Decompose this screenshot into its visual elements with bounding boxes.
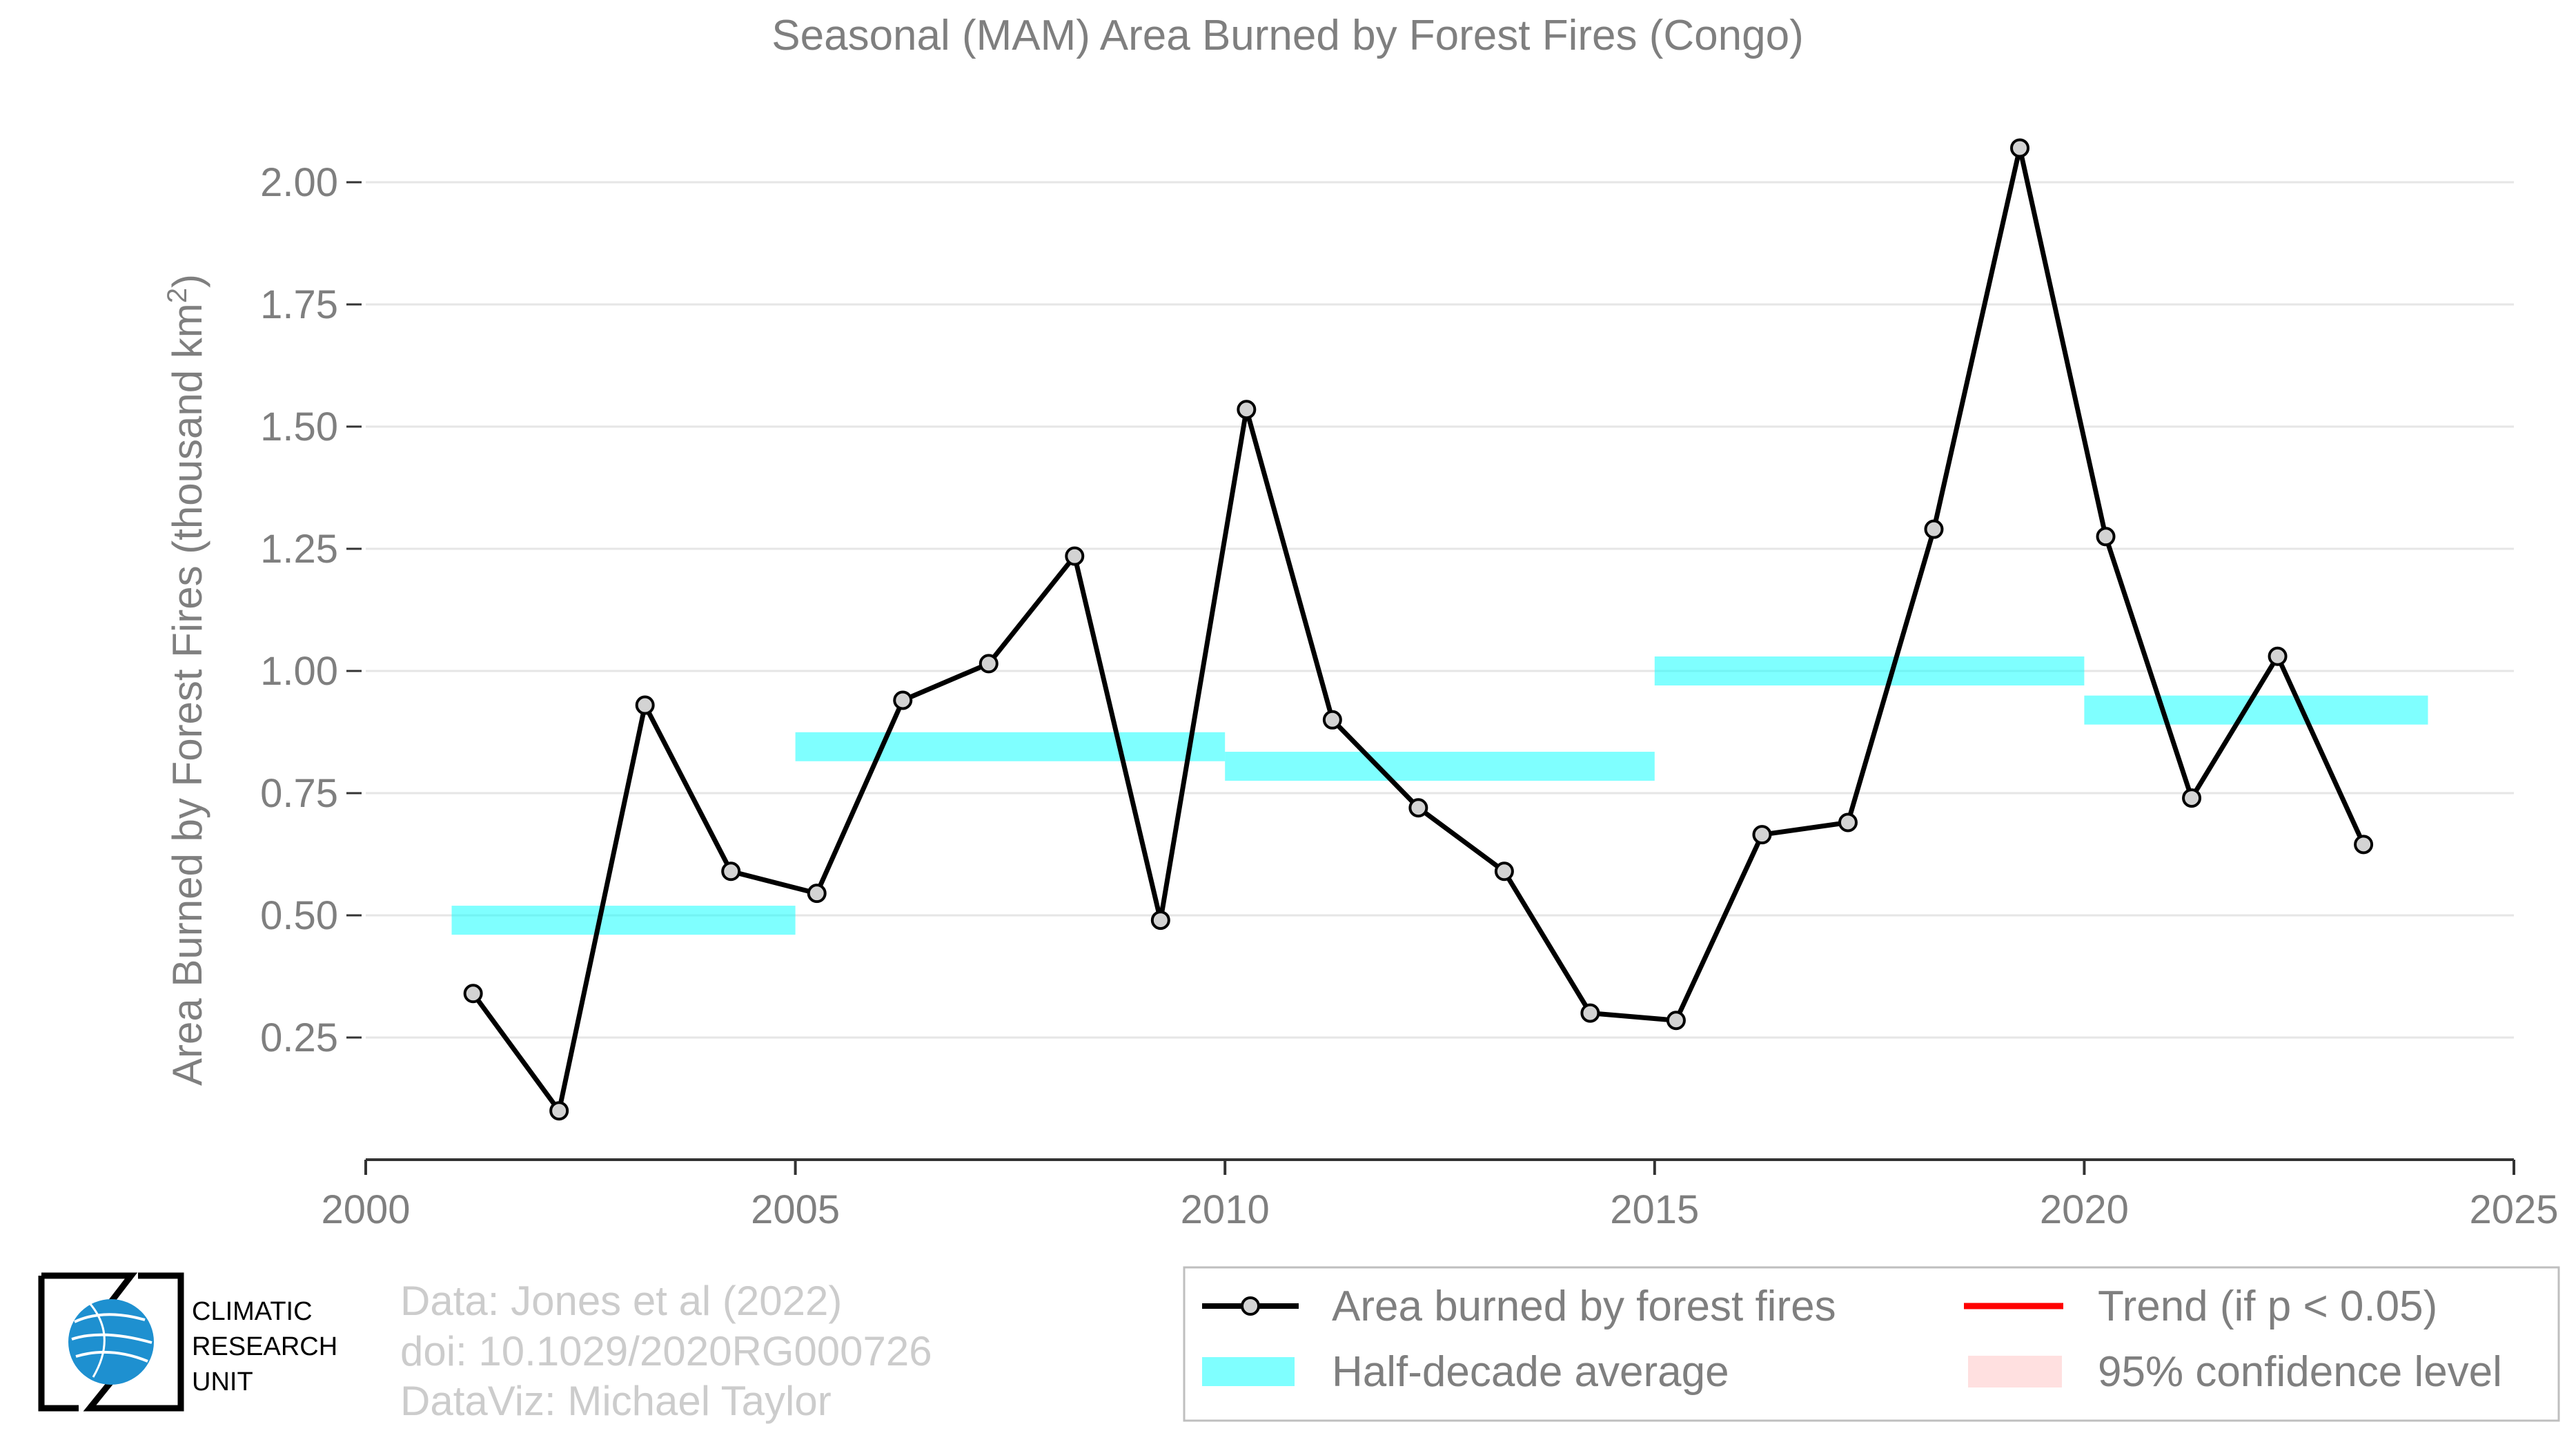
data-point xyxy=(2354,835,2374,855)
y-tick-label: 0.50 xyxy=(260,893,338,938)
logo-line-2: RESEARCH xyxy=(192,1332,337,1361)
data-point xyxy=(1408,798,1428,818)
y-tick-label: 1.00 xyxy=(260,649,338,694)
y-tick-label: 1.25 xyxy=(260,527,338,572)
half-decade-average-bar xyxy=(1225,752,1655,781)
data-point xyxy=(1924,519,1944,539)
y-tick-label: 0.25 xyxy=(260,1015,338,1060)
data-point xyxy=(1838,812,1858,832)
data-point xyxy=(807,884,827,904)
x-tick-label: 2015 xyxy=(1610,1187,1699,1232)
credit-dataviz: DataViz: Michael Taylor xyxy=(400,1378,832,1424)
x-axis: 2000 2005 2010 2015 2020 2025 xyxy=(321,1158,2559,1232)
data-point xyxy=(1752,825,1772,845)
data-point xyxy=(1666,1011,1686,1031)
series-line-layer xyxy=(471,145,2366,1113)
legend-item-half-decade: Half-decade average xyxy=(1202,1348,1729,1396)
series-line xyxy=(471,145,2366,1113)
half-decade-average-bar xyxy=(451,906,796,935)
data-point xyxy=(463,984,483,1004)
half-decade-average-bars xyxy=(451,656,2428,935)
series-markers xyxy=(463,138,2374,1121)
half-decade-average-bar xyxy=(1654,656,2085,685)
cru-logo: CLIMATIC RESEARCH UNIT xyxy=(38,1272,337,1412)
logo-line-3: UNIT xyxy=(192,1367,253,1396)
data-point xyxy=(1237,400,1257,420)
y-axis-label-superscript: 2 xyxy=(162,288,193,303)
data-point xyxy=(1065,546,1085,566)
data-point xyxy=(2010,138,2030,158)
data-point xyxy=(1580,1003,1600,1023)
legend-label-series: Area burned by forest fires xyxy=(1332,1283,1836,1330)
data-point xyxy=(549,1101,569,1121)
data-point xyxy=(893,690,913,710)
legend-item-trend: Trend (if p < 0.05) xyxy=(1964,1283,2437,1330)
chart-title: Seasonal (MAM) Area Burned by Forest Fir… xyxy=(771,12,1803,59)
data-point xyxy=(721,861,741,882)
credit-data-source: Data: Jones et al (2022) xyxy=(400,1278,842,1324)
data-point xyxy=(2182,788,2202,808)
half-decade-average-bar xyxy=(795,732,1226,761)
data-point xyxy=(2268,646,2288,666)
data-point xyxy=(1322,710,1342,730)
y-tick-label: 1.50 xyxy=(260,405,338,449)
globe-icon xyxy=(68,1299,154,1385)
y-tick-label: 1.75 xyxy=(260,282,338,327)
legend-label-confidence: 95% confidence level xyxy=(2098,1348,2502,1396)
half-decade-average-bar xyxy=(2084,695,2428,725)
y-tick-label: 2.00 xyxy=(260,160,338,205)
x-tick-label: 2000 xyxy=(321,1187,410,1232)
data-point xyxy=(2096,527,2116,547)
x-tick-label: 2025 xyxy=(2469,1187,2558,1232)
credit-doi: doi: 10.1029/2020RG000726 xyxy=(400,1328,932,1374)
legend-label-trend: Trend (if p < 0.05) xyxy=(2098,1283,2437,1330)
data-point xyxy=(1150,910,1170,931)
legend-box xyxy=(1183,1266,2560,1422)
data-point xyxy=(635,695,655,715)
legend-item-series: Area burned by forest fires xyxy=(1202,1283,1836,1330)
y-tick-label: 0.75 xyxy=(260,771,338,816)
data-point xyxy=(979,654,999,674)
y-axis-label: Area Burned by Forest Fires (thousand km… xyxy=(162,274,210,1086)
logo-line-1: CLIMATIC xyxy=(192,1297,313,1326)
legend: Area burned by forest fires Trend (if p … xyxy=(1183,1266,2560,1422)
legend-item-confidence: 95% confidence level xyxy=(1968,1348,2502,1396)
x-tick-label: 2010 xyxy=(1181,1187,1270,1232)
x-tick-label: 2005 xyxy=(751,1187,840,1232)
legend-label-half-decade: Half-decade average xyxy=(1332,1348,1729,1396)
data-point xyxy=(1494,861,1514,882)
x-tick-label: 2020 xyxy=(2040,1187,2129,1232)
y-tick-labels: 0.25 0.50 0.75 1.00 1.25 1.50 1.75 2.00 xyxy=(260,160,338,1060)
